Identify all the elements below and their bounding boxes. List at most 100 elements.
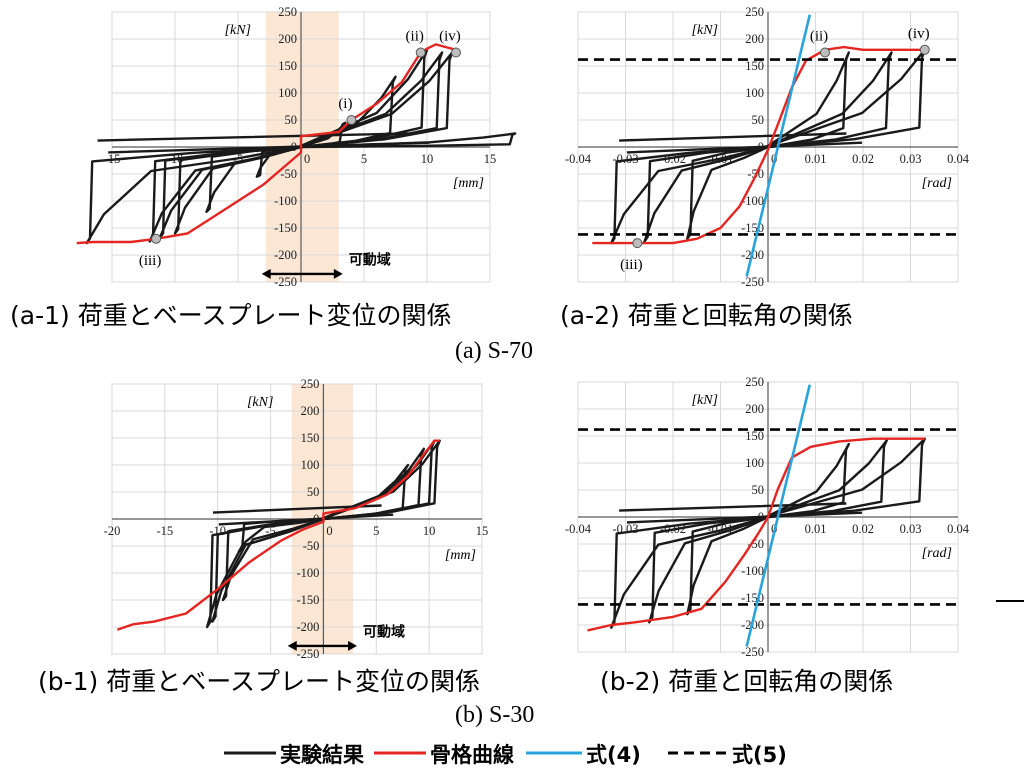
point-label: (iv) xyxy=(439,29,461,45)
x-tick-label: 0.04 xyxy=(947,522,970,536)
y-tick-label: 50 xyxy=(752,483,765,497)
band-arrow-head-left xyxy=(261,268,271,279)
band-label: 可動域 xyxy=(363,623,405,640)
caption-b: (b) S-30 xyxy=(455,702,535,728)
y-tick-label: 100 xyxy=(301,458,320,472)
y-tick-label: -250 xyxy=(274,275,297,289)
legend-eq4: 式(4) xyxy=(524,736,664,770)
y-tick-label: -100 xyxy=(274,194,297,208)
y-tick-label: 200 xyxy=(745,32,764,46)
y-tick-label: -50 xyxy=(280,167,297,181)
y-tick-label: 100 xyxy=(745,86,764,100)
y-tick-label: 250 xyxy=(745,375,764,389)
y-tick-label: 150 xyxy=(301,431,320,445)
x-tick-label: 0.03 xyxy=(900,152,922,166)
y-tick-label: 50 xyxy=(285,113,298,127)
marked-point xyxy=(820,47,830,58)
x-unit-label: [rad] xyxy=(922,176,952,191)
caption-b1: (b-1) 荷重とベースプレート変位の関係 xyxy=(38,667,481,696)
skeleton-curve xyxy=(116,439,440,631)
y-unit-label: [kN] xyxy=(692,393,718,408)
marked-point xyxy=(632,238,643,249)
x-tick-label: 10 xyxy=(421,152,434,166)
x-tick-label: 0 xyxy=(304,152,310,166)
caption-a2: (a-2) 荷重と回転角の関係 xyxy=(560,301,853,330)
marked-point xyxy=(346,115,357,125)
y-tick-label: 50 xyxy=(752,113,765,127)
marked-point xyxy=(450,47,461,58)
y-tick-label: -250 xyxy=(741,645,764,659)
legend: 実験結果 骨格曲線 式(4) 式(5) xyxy=(222,736,862,770)
x-tick-label: -0.04 xyxy=(565,522,592,536)
marked-point xyxy=(151,233,162,244)
y-tick-label: -100 xyxy=(741,564,764,578)
experiment-flat-segment xyxy=(97,132,430,154)
x-unit-label: [mm] xyxy=(453,176,484,191)
y-tick-label: 200 xyxy=(278,32,297,46)
x-tick-label: 0.01 xyxy=(805,152,827,166)
point-label: (iii) xyxy=(620,257,643,273)
x-tick-label: 0 xyxy=(326,524,332,538)
x-tick-label: -20 xyxy=(104,524,121,538)
x-tick-label: -5 xyxy=(265,524,275,538)
point-label: (iii) xyxy=(139,253,162,269)
x-tick-label: 15 xyxy=(476,524,489,538)
y-tick-label: -150 xyxy=(297,593,320,607)
y-tick-label: -150 xyxy=(274,221,297,235)
y-tick-label: 150 xyxy=(278,59,297,73)
y-tick-label: -100 xyxy=(741,194,764,208)
legend-experiment-label: 実験結果 xyxy=(280,743,364,767)
legend-eq5-label: 式(5) xyxy=(732,743,787,767)
skeleton-curve xyxy=(587,437,925,632)
chart-b2-svg: 250200150100500-50-100-150-200-250-0.04-… xyxy=(565,375,970,659)
x-tick-label: -0.03 xyxy=(612,152,638,166)
x-tick-label: 0.01 xyxy=(805,522,827,536)
skeleton-curve xyxy=(592,45,925,245)
point-label: (ii) xyxy=(406,29,424,45)
eq4-line xyxy=(745,14,812,277)
chart-a2-svg: 250200150100500-50-100-150-200-250-0.04-… xyxy=(565,5,970,289)
x-tick-label: -0.04 xyxy=(565,152,592,166)
y-tick-label: 50 xyxy=(307,485,320,499)
x-unit-label: [mm] xyxy=(445,548,476,563)
experiment-flat-segment xyxy=(619,132,863,154)
experiment-flat-segment xyxy=(212,504,394,526)
legend-eq4-label: 式(4) xyxy=(586,743,641,767)
y-tick-label: 150 xyxy=(745,59,764,73)
x-unit-label: [rad] xyxy=(922,546,952,561)
y-tick-label: 200 xyxy=(745,402,764,416)
y-tick-label: -100 xyxy=(297,566,320,580)
y-tick-label: 250 xyxy=(745,5,764,19)
chart-b2-load-rotation: 250200150100500-50-100-150-200-250-0.04-… xyxy=(548,375,973,659)
y-unit-label: [kN] xyxy=(247,395,273,410)
x-tick-label: 0.04 xyxy=(947,152,970,166)
x-tick-label: 10 xyxy=(423,524,436,538)
caption-a1: (a-1) 荷重とベースプレート変位の関係 xyxy=(10,301,452,330)
chart-b1-load-displacement: 250 200 150 100 50 0 -50 -100 -150 -200 -250 -20 -15… xyxy=(80,377,500,661)
y-tick-label: 250 xyxy=(301,377,320,391)
y-unit-label: [kN] xyxy=(225,23,251,38)
x-tick-label: 0.02 xyxy=(852,522,874,536)
marked-point xyxy=(415,47,426,58)
experiment-flat-segment xyxy=(619,502,863,524)
y-tick-label: 200 xyxy=(301,404,320,418)
y-tick-label: -200 xyxy=(274,248,297,262)
y-tick-label: -200 xyxy=(297,620,320,634)
band-label: 可動域 xyxy=(349,251,391,268)
chart-a1-load-displacement: 250 200 150 100 50 0 -50 -100 -150 -200 -250 -15 -10… xyxy=(76,5,517,289)
caption-a: (a) S-70 xyxy=(455,338,533,364)
x-tick-label: 15 xyxy=(484,152,497,166)
y-tick-label: 100 xyxy=(745,456,764,470)
x-tick-label: -15 xyxy=(157,524,174,538)
y-tick-label: -50 xyxy=(747,537,764,551)
legend-skeleton-label: 骨格曲線 xyxy=(430,743,514,767)
marked-point xyxy=(919,44,930,55)
point-label: (ii) xyxy=(810,29,828,45)
chart-a2-load-rotation: 250200150100500-50-100-150-200-250-0.04-… xyxy=(548,5,973,289)
skeleton-curve xyxy=(76,43,457,245)
band-arrow-head-left xyxy=(287,640,297,651)
y-tick-label: -50 xyxy=(303,539,320,553)
eq4-line xyxy=(745,384,812,647)
x-tick-label: 5 xyxy=(373,524,379,538)
